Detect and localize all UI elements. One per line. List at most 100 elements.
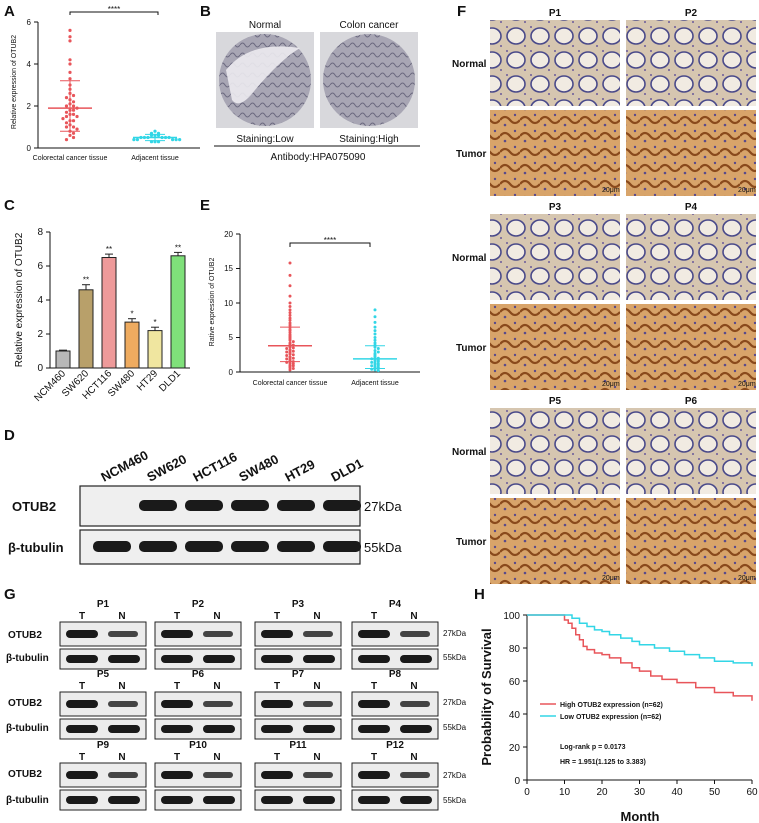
significance-mark: * <box>153 318 156 327</box>
bar <box>170 255 186 369</box>
patient-label: P10 <box>189 740 207 751</box>
tubulin-membrane <box>254 789 342 811</box>
lane-n-label: N <box>313 752 320 763</box>
data-point <box>61 117 65 121</box>
ytick-label: 100 <box>503 611 520 622</box>
row-label-tumor: Tumor <box>456 343 486 354</box>
patient-label: P7 <box>292 669 305 680</box>
panel-c-chart: 0 2 4 6 8 ******** NCM460SW620HCT116SW48… <box>32 227 190 404</box>
panel-c-label: C <box>4 197 15 214</box>
data-point <box>71 125 76 129</box>
panel-h-hr: HR = 1.951(1.125 to 3.383) <box>560 759 646 766</box>
patient-label: P9 <box>97 740 110 751</box>
lane-t-label: T <box>371 752 377 763</box>
data-point <box>71 112 76 116</box>
data-point <box>373 332 377 336</box>
row-label-normal: Normal <box>452 59 487 70</box>
data-point <box>291 340 295 344</box>
panel-g-row-tubulin: β-tubulin <box>6 795 49 806</box>
otub2-band-t <box>358 700 390 708</box>
tubulin-band-t <box>261 725 293 733</box>
bar <box>101 257 117 369</box>
survival-curve-high <box>527 614 753 701</box>
tubulin-band-n <box>108 725 140 733</box>
tubulin-membrane <box>154 718 242 740</box>
lane-t-label: T <box>174 681 180 692</box>
panel-a-chart: 0 2 4 6 **** Colorectal cancer tissue Ad… <box>27 5 200 162</box>
data-point <box>288 308 292 312</box>
otub2-band-n <box>400 701 430 707</box>
ihc-normal-image <box>626 20 756 106</box>
panel-e-ytick: 10 <box>224 299 233 308</box>
otub2-band-t <box>261 771 293 779</box>
data-point <box>285 353 289 357</box>
otub2-band-n <box>203 701 233 707</box>
panel-c-ytick: 2 <box>37 329 43 340</box>
xtick-label: 60 <box>746 787 758 798</box>
otub2-band-n <box>303 631 333 637</box>
bar <box>55 350 71 369</box>
panel-c-ytick: 8 <box>37 227 43 238</box>
panel-b-antibody: Antibody:HPA075090 <box>271 152 366 163</box>
patient-label: P8 <box>389 669 402 680</box>
data-point <box>75 127 79 131</box>
tubulin-band-n <box>400 725 432 733</box>
tubulin-band-n <box>203 796 235 804</box>
ytick-label: 20 <box>509 743 521 754</box>
data-point <box>288 261 292 265</box>
ytick-label: 40 <box>509 710 521 721</box>
scale-bar-label: 20μm <box>602 381 620 388</box>
data-point <box>64 138 69 142</box>
data-point <box>68 58 72 62</box>
panel-a-ylabel: Relative expression of OTUB2 <box>11 35 18 129</box>
tubulin-membrane <box>59 648 147 670</box>
lane-t-label: T <box>79 752 85 763</box>
data-point <box>376 369 380 373</box>
scale-bar-label: 20μm <box>602 575 620 582</box>
patient-label: P4 <box>685 202 698 213</box>
tubulin-band <box>93 541 131 552</box>
panel-g-size-27: 27kDa <box>443 771 467 780</box>
tubulin-band-t <box>261 655 293 663</box>
otub2-band-t <box>66 700 98 708</box>
panel-b-normal-title: Normal <box>249 20 281 31</box>
panel-h-legend-low: Low OTUB2 expression (n=62) <box>560 714 661 721</box>
data-point <box>373 329 377 333</box>
tubulin-membrane <box>59 789 147 811</box>
tubulin-band <box>139 541 177 552</box>
data-point <box>288 361 292 365</box>
ihc-tumor-image <box>490 304 620 390</box>
significance-mark: ** <box>106 245 112 254</box>
data-point <box>376 363 380 367</box>
data-point <box>373 325 377 329</box>
bar-label: DLD1 <box>157 368 183 394</box>
ytick-label: 60 <box>509 677 521 688</box>
panel-b-label: B <box>200 3 211 20</box>
tubulin-band-t <box>66 796 98 804</box>
lane-label: DLD1 <box>328 455 365 484</box>
data-point <box>171 138 175 142</box>
lane-t-label: T <box>274 752 280 763</box>
significance-mark: ** <box>175 243 181 252</box>
data-point <box>64 104 69 108</box>
tubulin-band-t <box>66 725 98 733</box>
otub2-band-n <box>303 701 333 707</box>
data-point <box>68 28 72 32</box>
data-point <box>68 39 72 43</box>
tubulin-membrane <box>154 648 242 670</box>
lane-n-label: N <box>213 681 220 692</box>
panel-e-xcat-cancer: Colorectal cancer tissue <box>253 380 328 387</box>
tubulin-band <box>231 541 269 552</box>
ihc-normal-image <box>626 214 756 300</box>
panel-h-xlabel: Month <box>621 809 660 823</box>
panel-d-label: D <box>4 427 15 444</box>
lane-n-label: N <box>313 681 320 692</box>
data-point <box>376 350 380 354</box>
bar <box>147 330 163 369</box>
tubulin-membrane <box>351 718 439 740</box>
row-label-tumor: Tumor <box>456 537 486 548</box>
lane-t-label: T <box>174 611 180 622</box>
otub2-band <box>185 500 223 511</box>
